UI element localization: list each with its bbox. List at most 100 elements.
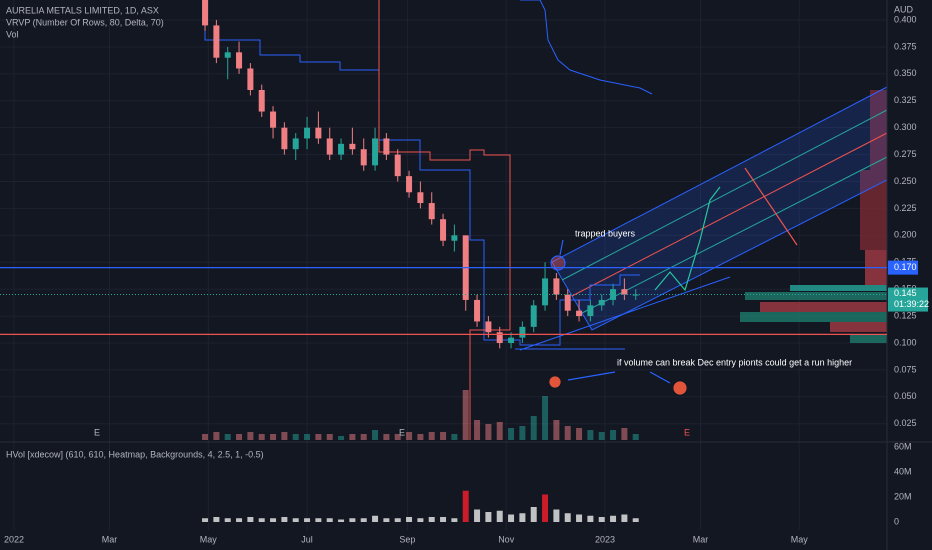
x-tick-label: Mar xyxy=(102,534,118,544)
main-volume-bar xyxy=(338,436,345,440)
volume-bar xyxy=(508,514,515,522)
volume-bar xyxy=(281,517,288,522)
drawings xyxy=(549,167,798,395)
candle-body xyxy=(474,299,481,322)
price-label: 0.145 xyxy=(894,288,917,298)
x-tick-label: May xyxy=(791,534,809,544)
volume-bar xyxy=(485,512,492,522)
x-tick-label: Sep xyxy=(399,534,415,544)
volume-bar xyxy=(530,507,537,522)
main-volume-bar xyxy=(508,428,515,440)
volume-bar xyxy=(270,518,277,522)
volume-tick-label: 40M xyxy=(894,466,912,476)
volume-bar xyxy=(315,518,322,522)
candle-body xyxy=(564,294,571,311)
volume-bar xyxy=(338,519,345,522)
main-volume-bar xyxy=(496,422,503,440)
volume-bar xyxy=(394,518,401,522)
y-tick-label: 0.200 xyxy=(894,230,917,240)
volume-bar xyxy=(587,515,594,522)
main-volume-bar xyxy=(564,426,571,440)
candle-body xyxy=(349,143,356,150)
volume-bar xyxy=(224,518,231,522)
candle-body xyxy=(632,294,639,296)
annotation: trapped buyers xyxy=(575,228,636,238)
main-volume-bar xyxy=(440,432,447,440)
volume-bar xyxy=(349,518,356,522)
main-volume-bar xyxy=(315,434,322,440)
main-volume-bar xyxy=(474,420,481,440)
candle-body xyxy=(372,138,379,166)
volume-bar xyxy=(610,515,617,522)
y-tick-label: 0.100 xyxy=(894,337,917,347)
x-tick-label: 2023 xyxy=(595,534,615,544)
volume-bar xyxy=(632,518,639,522)
volume-bar xyxy=(360,518,367,522)
candle-body xyxy=(542,278,549,306)
main-volume-bar xyxy=(326,434,333,440)
volume-bar xyxy=(496,510,503,522)
x-tick-label: Nov xyxy=(498,534,515,544)
volume-bar xyxy=(236,518,243,522)
volume-bar xyxy=(598,517,605,522)
candle-body xyxy=(553,278,560,295)
volume-bar xyxy=(576,514,583,522)
main-volume-bar xyxy=(304,434,311,440)
volume-bar xyxy=(553,509,560,522)
volume-bar xyxy=(462,490,469,522)
volume-bar xyxy=(428,517,435,522)
volume-bar xyxy=(292,518,299,522)
main-volume-bar xyxy=(236,434,243,440)
volume-bar xyxy=(564,513,571,522)
volume-bar xyxy=(326,518,333,522)
candle-body xyxy=(598,299,605,306)
main-volume-bar xyxy=(451,434,458,440)
candle-body xyxy=(610,289,617,300)
y-tick-label: 0.275 xyxy=(894,149,917,159)
volume-bar xyxy=(383,518,390,522)
candle-body xyxy=(338,143,345,155)
red-step-line xyxy=(378,0,511,440)
main-volume-bar xyxy=(610,430,617,440)
main-volume-bar xyxy=(292,434,299,440)
volume-bar xyxy=(304,518,311,522)
countdown: 01:39:22 xyxy=(894,299,929,309)
volume-bar xyxy=(213,517,220,522)
main-volume-bar xyxy=(270,434,277,440)
main-volume-bar xyxy=(485,424,492,440)
main-volume-bar xyxy=(213,432,220,440)
candle-body xyxy=(406,176,413,193)
main-volume-bar xyxy=(428,432,435,440)
volume-tick-label: 20M xyxy=(894,491,912,501)
volume-bar xyxy=(519,513,526,522)
candle-body xyxy=(417,192,424,204)
volume-bar xyxy=(247,517,254,522)
price-label-bg xyxy=(888,260,918,275)
main-volume-bar xyxy=(202,434,209,440)
candle-body xyxy=(326,138,333,155)
y-tick-label: 0.325 xyxy=(894,95,917,105)
candle-body xyxy=(485,321,492,333)
candle-body xyxy=(440,219,447,241)
main-volume-bar xyxy=(553,420,560,440)
price-label: 0.170 xyxy=(894,262,917,272)
indicator-label: Vol xyxy=(6,29,19,39)
currency: AUD xyxy=(894,4,914,14)
chart-title: AURELIA METALS LIMITED, 1D, ASX xyxy=(6,5,159,15)
main-volume-bar xyxy=(621,428,628,440)
candle-body xyxy=(213,25,220,58)
candle-body xyxy=(224,52,231,58)
earnings-marker: E xyxy=(94,427,100,437)
candle-body xyxy=(202,0,209,26)
volume-bar xyxy=(372,515,379,522)
candle-body xyxy=(258,90,265,112)
indicator-label: VRVP (Number Of Rows, 80, Delta, 70) xyxy=(6,17,164,27)
x-tick-label: May xyxy=(200,534,218,544)
earnings-marker: E xyxy=(399,427,405,437)
y-tick-label: 0.050 xyxy=(894,391,917,401)
x-tick-label: Mar xyxy=(693,534,709,544)
main-volume-bar xyxy=(542,396,549,440)
candle-body xyxy=(530,305,537,327)
y-tick-label: 0.075 xyxy=(894,364,917,374)
